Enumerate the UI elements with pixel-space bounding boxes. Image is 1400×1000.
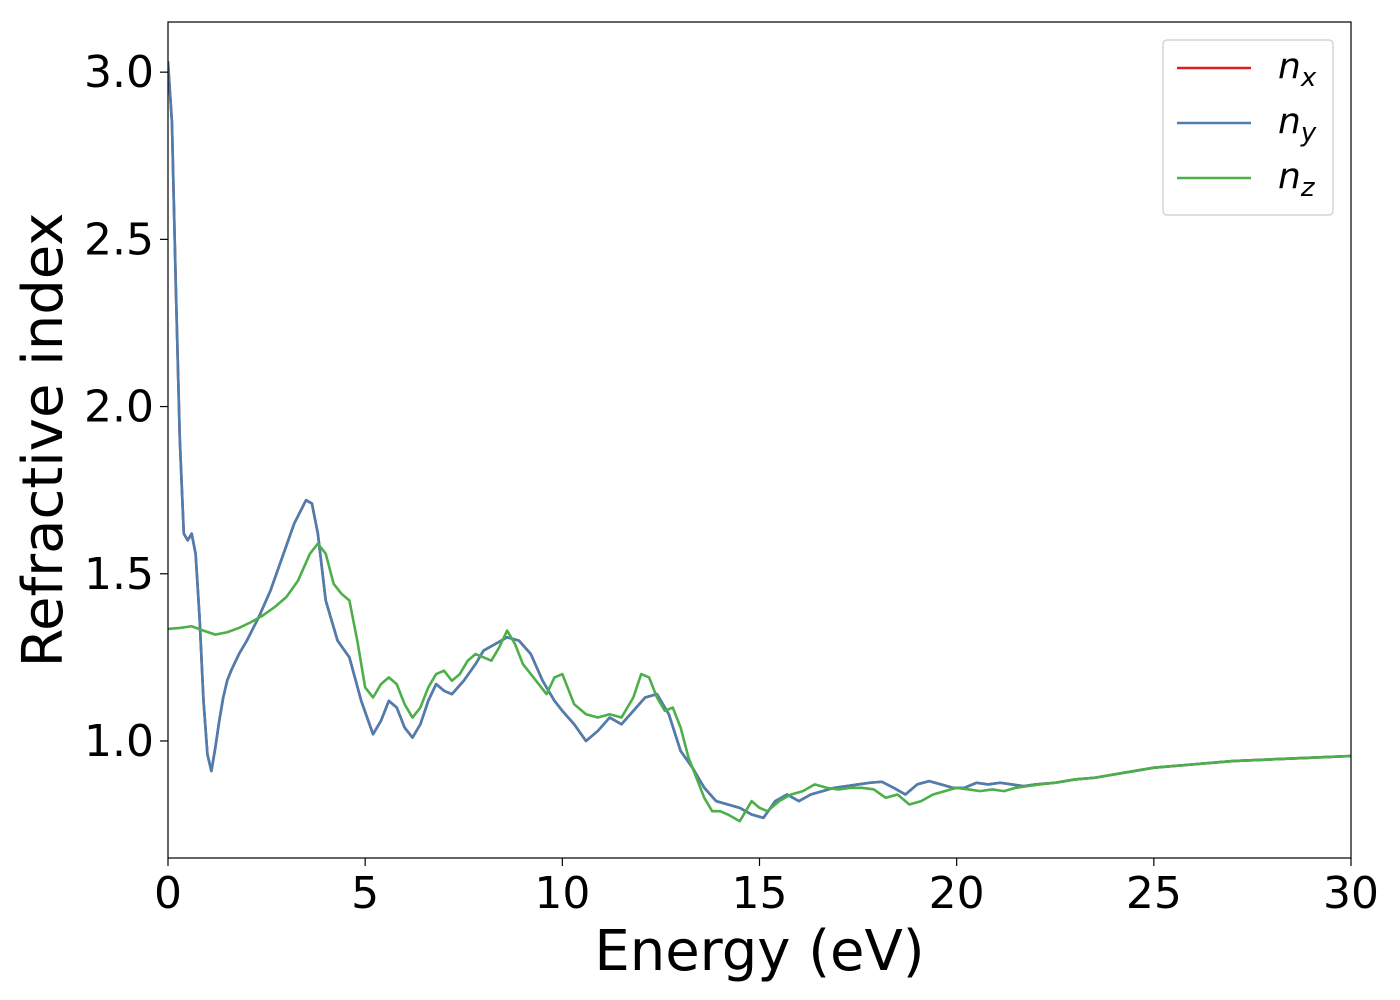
- legend-entry-x: nx: [1177, 46, 1317, 93]
- y-tick-label: 2.0: [84, 382, 154, 433]
- legend: nx ny nz: [1162, 39, 1334, 216]
- x-tick-label: 30: [1323, 868, 1379, 919]
- x-axis-title: Energy (eV): [594, 919, 924, 984]
- legend-label: nz: [1278, 156, 1316, 203]
- legend-label: ny: [1278, 101, 1317, 148]
- y-tick-label: 3.0: [84, 47, 154, 98]
- legend-entry-y: ny: [1177, 101, 1317, 148]
- legend-entry-z: nz: [1177, 156, 1316, 203]
- y-tick-label: 1.0: [84, 716, 154, 767]
- y-tick-label: 2.5: [84, 214, 154, 265]
- plot-area: 0 5 10 15 20 25 30 1.0 1.5 2.0 2.5 3.0: [84, 21, 1379, 919]
- series-line-y: [168, 60, 1351, 820]
- x-tick-label: 10: [534, 868, 590, 919]
- x-tick-label: 5: [351, 868, 379, 919]
- x-tick-label: 0: [154, 868, 182, 919]
- legend-box: [1162, 39, 1334, 216]
- y-axis-title: Refractive index: [11, 213, 76, 668]
- x-axis-ticks: 0 5 10 15 20 25 30: [154, 858, 1379, 919]
- y-axis-ticks: 1.0 1.5 2.0 2.5 3.0: [84, 47, 168, 767]
- legend-label: nx: [1278, 46, 1317, 93]
- series-line-z: [168, 542, 1351, 823]
- y-tick-label: 1.5: [84, 549, 154, 600]
- series-layer: [168, 60, 1351, 823]
- x-tick-label: 15: [732, 868, 788, 919]
- x-tick-label: 20: [929, 868, 985, 919]
- x-tick-label: 25: [1126, 868, 1182, 919]
